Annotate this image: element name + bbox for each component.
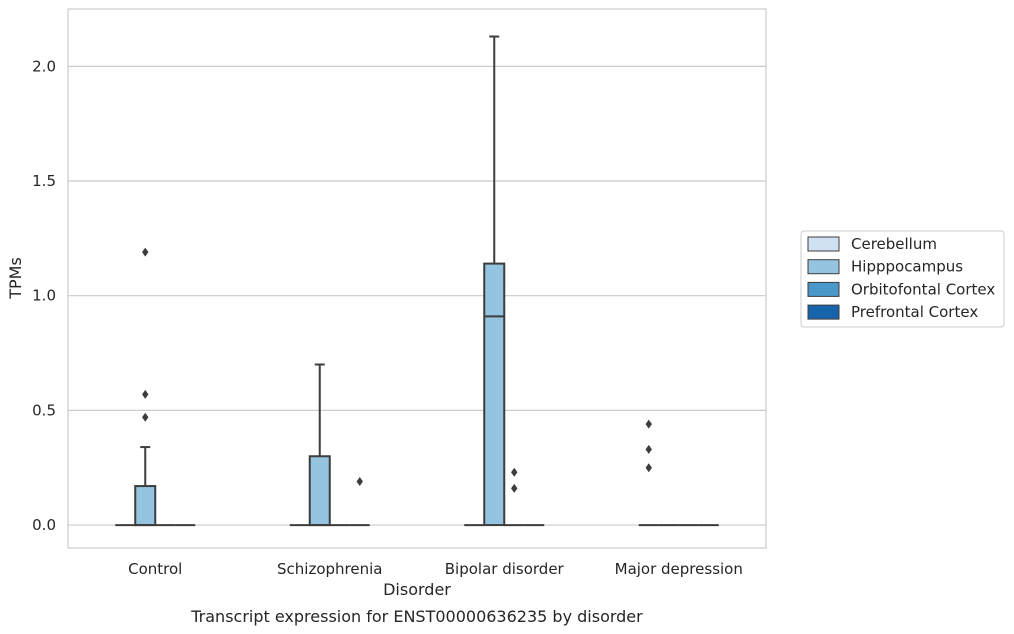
outlier-point	[142, 247, 149, 257]
y-tick-label: 1.0	[32, 287, 56, 305]
legend-label: Hipppocampus	[851, 258, 963, 276]
legend-swatch	[807, 304, 840, 320]
outlier-point	[645, 444, 652, 454]
legend-swatch	[807, 259, 840, 275]
outlier-point	[356, 476, 363, 486]
series-group	[115, 419, 659, 527]
y-tick-label: 1.5	[32, 172, 56, 190]
y-tick-label: 0.0	[32, 516, 56, 534]
outlier-point	[645, 463, 652, 473]
outlier-point	[645, 419, 652, 429]
x-tick-label: Control	[128, 560, 182, 578]
series-group	[155, 467, 699, 527]
series-group	[175, 476, 719, 527]
y-tick-label: 0.5	[32, 401, 56, 419]
outlier-point	[142, 389, 149, 399]
legend-label: Prefrontal Cortex	[851, 303, 978, 321]
x-axis-title: Disorder	[383, 580, 451, 599]
y-axis-title: TPMs	[6, 257, 25, 300]
outlier-point	[511, 483, 518, 493]
chart-caption: Transcript expression for ENST0000063623…	[190, 607, 643, 626]
legend-label: Cerebellum	[851, 235, 937, 253]
legend: Cerebellum Hipppocampus Orbitofontal Corte…	[800, 230, 1005, 328]
plot-frame	[67, 8, 767, 549]
box	[483, 262, 506, 527]
y-tick-label: 2.0	[32, 57, 56, 75]
legend-swatch	[807, 236, 840, 252]
x-tick-label: Schizophrenia	[277, 560, 382, 578]
outlier-point	[142, 412, 149, 422]
series-group	[134, 35, 679, 527]
x-tick-label: Major depression	[615, 560, 743, 578]
legend-frame	[800, 230, 1005, 328]
box	[308, 455, 331, 527]
legend-label: Orbitofontal Cortex	[851, 280, 995, 298]
outlier-point	[511, 467, 518, 477]
x-tick-label: Bipolar disorder	[445, 560, 565, 578]
box	[134, 485, 157, 527]
legend-swatch	[807, 281, 840, 297]
